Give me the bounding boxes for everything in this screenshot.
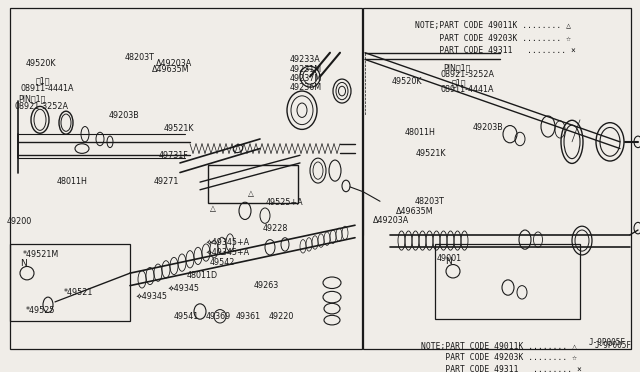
Text: （1）: （1） xyxy=(451,78,466,87)
Text: 49541: 49541 xyxy=(174,312,199,321)
Text: PIN（1）: PIN（1） xyxy=(443,63,470,72)
Ellipse shape xyxy=(300,66,320,87)
Text: ✧49345: ✧49345 xyxy=(136,291,168,301)
Text: PART CODE 49311   ........ ×: PART CODE 49311 ........ × xyxy=(421,365,582,372)
Ellipse shape xyxy=(541,116,555,137)
Ellipse shape xyxy=(287,91,317,129)
Text: J-9P005F: J-9P005F xyxy=(595,341,632,350)
Text: PART CODE 49203K ........ ☆: PART CODE 49203K ........ ☆ xyxy=(415,33,571,42)
Ellipse shape xyxy=(329,160,341,181)
Text: （1）: （1） xyxy=(35,77,50,86)
Ellipse shape xyxy=(596,123,624,161)
Text: 49263: 49263 xyxy=(253,281,278,290)
Text: ✧49345+A: ✧49345+A xyxy=(206,247,250,256)
Text: 49525+A: 49525+A xyxy=(266,198,303,207)
Text: △: △ xyxy=(210,205,216,214)
Text: 49731F: 49731F xyxy=(159,151,188,160)
Text: 49228: 49228 xyxy=(262,224,288,233)
Text: 49001: 49001 xyxy=(436,254,461,263)
Text: 49520K: 49520K xyxy=(26,59,56,68)
Ellipse shape xyxy=(31,106,49,133)
Ellipse shape xyxy=(333,79,351,103)
Bar xyxy=(10,8,362,349)
Ellipse shape xyxy=(324,303,340,314)
Text: 49203B: 49203B xyxy=(472,123,503,132)
Ellipse shape xyxy=(634,222,640,234)
Text: 49521K: 49521K xyxy=(416,149,447,158)
Text: NOTE;PART CODE 49011K ........ △: NOTE;PART CODE 49011K ........ △ xyxy=(421,341,577,350)
Text: N: N xyxy=(445,257,452,266)
Bar xyxy=(363,8,631,349)
Text: 08921-3252A: 08921-3252A xyxy=(14,102,68,112)
Text: *49521M: *49521M xyxy=(22,250,59,259)
Bar xyxy=(208,165,298,203)
Text: 49203B: 49203B xyxy=(109,111,140,121)
Text: ✧49345: ✧49345 xyxy=(168,283,200,293)
Text: PART CODE 49203K ........ ☆: PART CODE 49203K ........ ☆ xyxy=(421,353,577,362)
Ellipse shape xyxy=(43,297,53,312)
Text: NOTE;PART CODE 49011K ........ △: NOTE;PART CODE 49011K ........ △ xyxy=(415,21,571,30)
Text: Δ49635M: Δ49635M xyxy=(152,65,190,74)
Text: 49220: 49220 xyxy=(269,312,294,321)
Ellipse shape xyxy=(561,120,583,163)
Ellipse shape xyxy=(323,291,341,303)
Text: PIN（1）: PIN（1） xyxy=(18,94,45,104)
Text: *49525: *49525 xyxy=(26,306,55,315)
Text: Δ49203A: Δ49203A xyxy=(372,216,409,225)
Ellipse shape xyxy=(634,136,640,148)
Text: Δ49635M: Δ49635M xyxy=(396,206,433,216)
Text: *49521: *49521 xyxy=(64,288,93,297)
Text: 49521K: 49521K xyxy=(163,124,194,133)
Text: 48011H: 48011H xyxy=(404,128,435,137)
Text: 08921-3252A: 08921-3252A xyxy=(440,70,494,79)
Bar xyxy=(435,244,580,319)
Text: 49236M: 49236M xyxy=(289,83,321,92)
Ellipse shape xyxy=(59,111,73,134)
Text: 48011D: 48011D xyxy=(187,271,218,280)
Text: △: △ xyxy=(248,189,254,198)
Text: 48203T: 48203T xyxy=(415,197,445,206)
Text: 49369: 49369 xyxy=(206,312,231,321)
Bar xyxy=(10,244,130,321)
Text: 48011H: 48011H xyxy=(56,177,87,186)
Text: Δ49203A: Δ49203A xyxy=(156,59,192,68)
Ellipse shape xyxy=(572,226,592,255)
Ellipse shape xyxy=(519,230,531,249)
Text: ✧49345+A: ✧49345+A xyxy=(206,238,250,247)
Ellipse shape xyxy=(323,277,341,289)
Text: 49233A: 49233A xyxy=(289,55,320,64)
Text: 49542: 49542 xyxy=(210,257,236,267)
Ellipse shape xyxy=(342,180,350,192)
Text: PART CODE 49311   ........ ×: PART CODE 49311 ........ × xyxy=(415,46,576,55)
Text: 49237M: 49237M xyxy=(289,74,321,83)
Text: 08911-4441A: 08911-4441A xyxy=(20,84,74,93)
Ellipse shape xyxy=(324,315,340,325)
Text: 48203T: 48203T xyxy=(125,53,155,62)
Text: J-9P005F: J-9P005F xyxy=(589,338,626,347)
Text: 49271: 49271 xyxy=(154,177,179,186)
Text: 49361: 49361 xyxy=(236,312,260,321)
Text: 49200: 49200 xyxy=(6,217,31,225)
Text: 49231M: 49231M xyxy=(289,65,321,74)
Ellipse shape xyxy=(310,158,326,183)
Text: 08911-4441A: 08911-4441A xyxy=(440,85,494,94)
Text: N: N xyxy=(20,259,27,268)
Text: 49520K: 49520K xyxy=(392,77,422,86)
